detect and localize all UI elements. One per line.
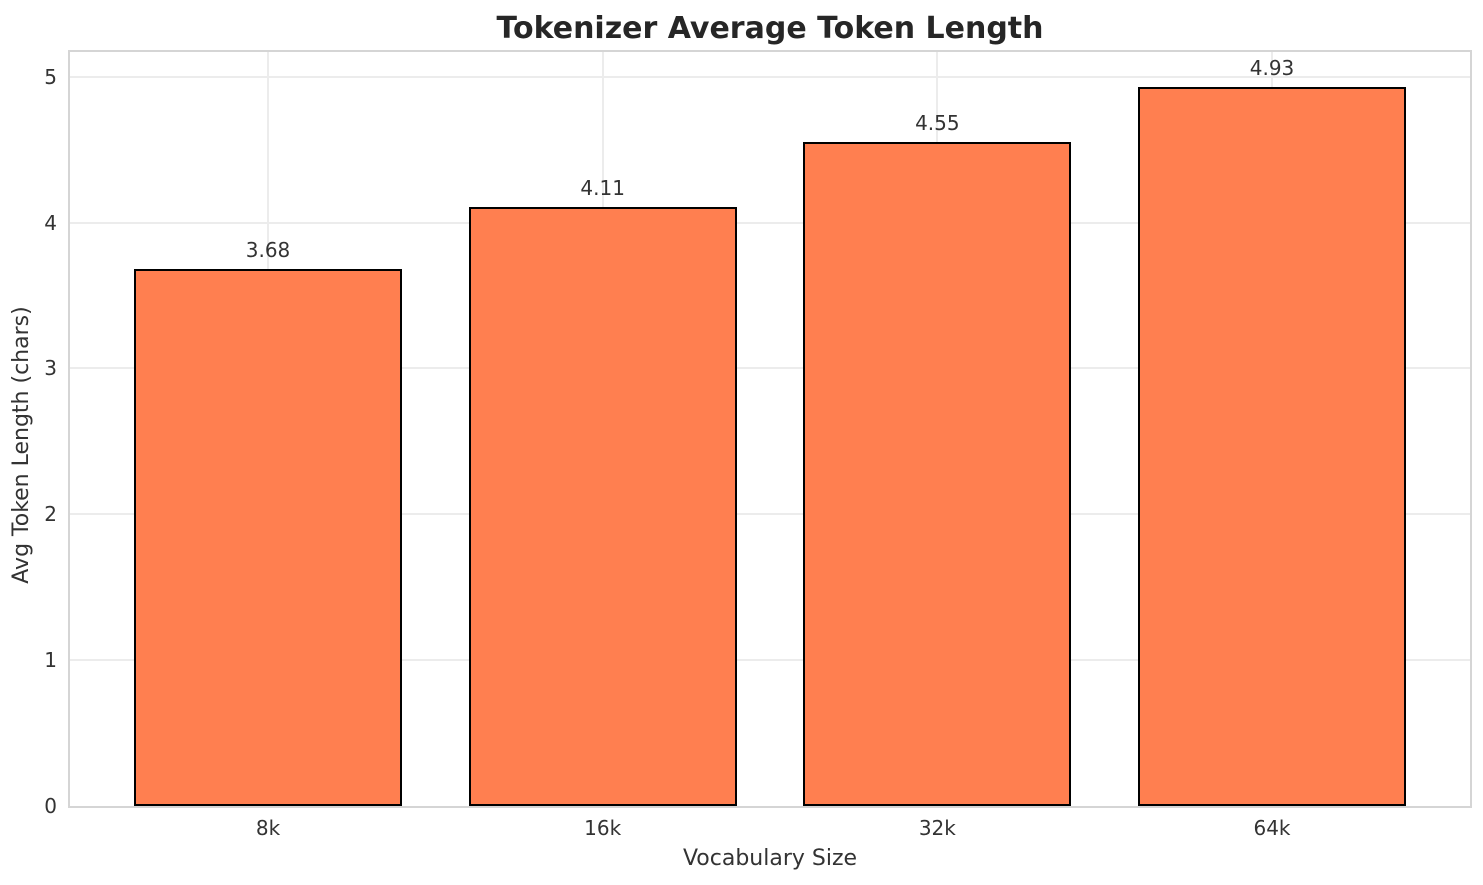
bar-value-label: 4.55 [915,111,960,136]
plot-area: 3.68 4.11 4.55 4.93 [68,50,1472,808]
y-tick-label: 4 [44,210,57,235]
gridline-horizontal [70,367,1470,370]
gridline-horizontal [70,513,1470,516]
y-tick-label: 1 [44,648,57,673]
x-tick-label-32k: 32k [918,816,956,840]
y-tick-label: 3 [44,356,57,381]
y-tick-label: 5 [44,64,57,89]
bar-value-label: 3.68 [245,238,291,263]
bar-16k [468,206,737,806]
x-tick-label-8k: 8k [255,816,281,840]
y-tick-label: 0 [44,794,57,818]
chart-title: Tokenizer Average Token Length [496,11,1044,46]
bar-64k [1138,87,1406,806]
bar-value-label: 4.11 [580,175,625,200]
gridline-horizontal [70,75,1470,78]
gridline-horizontal [70,659,1470,662]
x-axis-label: Vocabulary Size [682,846,858,871]
bar-8k [134,269,402,806]
x-tick-label-16k: 16k [584,816,622,840]
y-axis-label: Avg Token Length (chars) [9,306,34,584]
x-tick-label-64k: 64k [1253,816,1291,840]
gridline-horizontal [70,221,1470,224]
bar-value-label: 4.93 [1249,56,1295,81]
y-tick-label: 2 [44,502,57,527]
bar-32k [803,142,1072,806]
